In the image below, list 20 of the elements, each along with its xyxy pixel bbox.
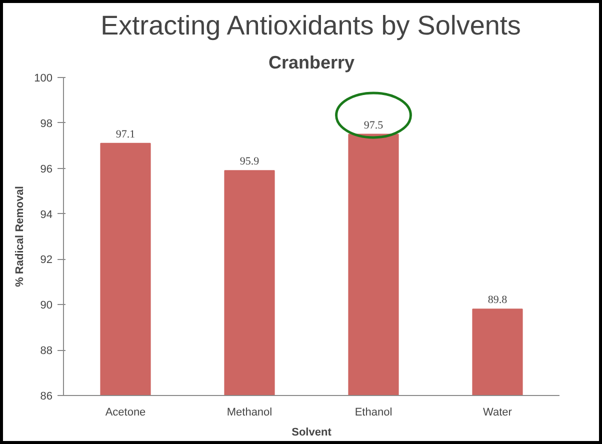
chart-subtitle: Cranberry [268, 52, 355, 72]
y-tick-label: 100 [34, 72, 53, 84]
x-tick-label: Ethanol [354, 406, 392, 418]
data-label: 89.8 [488, 294, 508, 306]
x-tick-label: Methanol [226, 406, 272, 418]
data-label: 95.9 [240, 156, 260, 168]
y-axis-title: % Radical Removal [14, 186, 26, 287]
y-tick-label: 90 [40, 300, 53, 312]
y-tick-label: 96 [40, 163, 53, 176]
y-tick-label: 94 [40, 208, 53, 221]
y-tick-label: 88 [40, 345, 53, 358]
data-label: 97.1 [116, 128, 136, 140]
data-label: 97.5 [364, 119, 384, 132]
y-tick-label: 98 [40, 118, 53, 130]
y-tick-label: 86 [40, 390, 53, 402]
y-tick-label: 92 [40, 254, 53, 266]
x-tick-label: Acetone [105, 406, 146, 418]
x-axis-title: Solvent [292, 426, 332, 438]
x-tick-label: Water [483, 406, 512, 418]
chart-title: Extracting Antioxidants by Solvents [100, 10, 521, 40]
